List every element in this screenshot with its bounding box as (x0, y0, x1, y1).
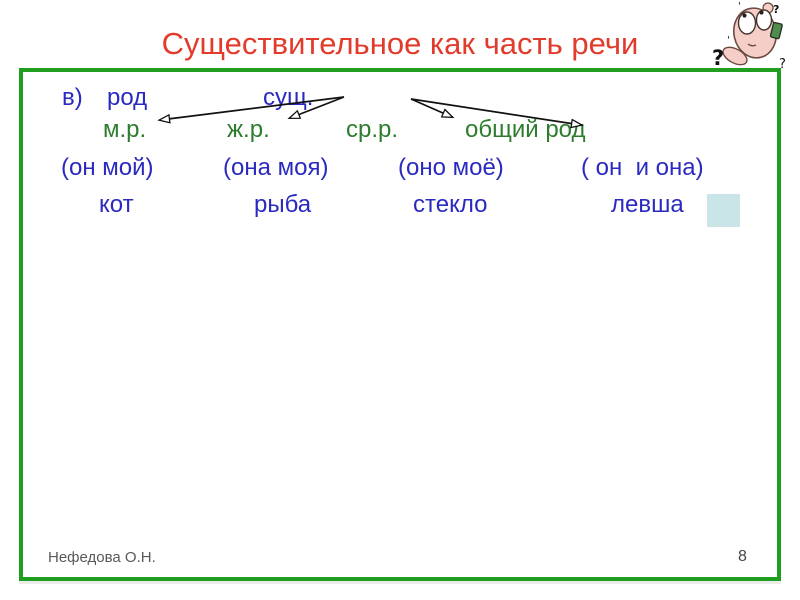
gender-neuter-label: ср.р. (346, 116, 399, 143)
topic-label: род (107, 84, 148, 111)
svg-text:': ' (727, 35, 730, 46)
pronoun-masculine: (он мой) (61, 154, 154, 181)
noun-abbr-label: сущ. (263, 84, 314, 111)
page-number: 8 (738, 548, 747, 565)
slide-title: Существительное как часть речи (161, 26, 639, 61)
example-feminine: рыба (254, 191, 312, 218)
gender-feminine-label: ж.р. (227, 116, 270, 143)
footer-author: Нефедова О.Н. (48, 549, 156, 566)
pronoun-feminine: (она моя) (223, 154, 329, 181)
example-neuter: стекло (413, 191, 488, 218)
example-common: левша (611, 191, 684, 218)
pronoun-neuter: (оно моё) (398, 154, 504, 181)
thinking-head-icon: ? ? ? ' ' (712, 1, 786, 72)
svg-text:?: ? (712, 46, 724, 70)
svg-text:?: ? (773, 3, 779, 16)
svg-text:?: ? (779, 57, 786, 72)
cursor-block (707, 194, 740, 227)
gender-masculine-label: м.р. (103, 116, 147, 143)
slide-content-box (19, 68, 781, 581)
gender-common-label: общий род (465, 116, 586, 143)
pronoun-common: ( он и она) (581, 154, 704, 181)
item-letter: в) (62, 84, 83, 111)
example-masculine: кот (99, 191, 134, 218)
svg-text:': ' (738, 1, 741, 12)
